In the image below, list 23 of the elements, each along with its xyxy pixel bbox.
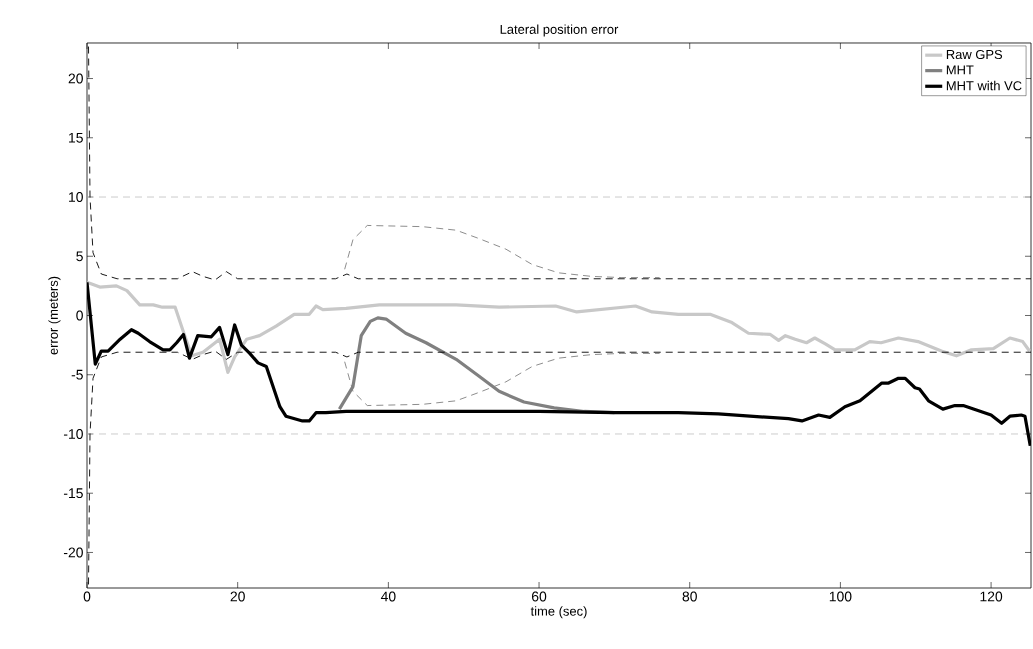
y-tick-label: 0 <box>76 310 83 321</box>
x-tick-label: 120 <box>980 591 1003 602</box>
y-tick-label: -15 <box>63 488 83 499</box>
y-tick-label: -10 <box>63 429 83 439</box>
y-tick-label: -5 <box>71 369 83 380</box>
x-axis-title: time (sec) <box>530 606 587 619</box>
x-tick-label: 100 <box>829 591 852 602</box>
x-tick-label: 40 <box>380 591 396 602</box>
y-tick-label: 15 <box>69 132 83 143</box>
y-tick-label: 10 <box>69 192 83 202</box>
legend-label: MHT with VC <box>946 80 1022 91</box>
legend-label: Raw GPS <box>946 49 1003 60</box>
x-tick-label: 0 <box>83 591 91 602</box>
chart-title: Lateral position error <box>500 24 619 37</box>
x-tick-label: 20 <box>230 591 245 602</box>
y-tick-label: -20 <box>63 547 83 558</box>
y-tick-label: 20 <box>68 73 83 84</box>
y-tick-label: 5 <box>76 251 83 262</box>
x-tick-label: 80 <box>682 591 697 602</box>
y-axis-title: error (meters) <box>48 276 61 355</box>
line-series <box>344 225 661 279</box>
legend-label: MHT <box>946 65 974 75</box>
x-tick-label: 60 <box>531 591 547 602</box>
